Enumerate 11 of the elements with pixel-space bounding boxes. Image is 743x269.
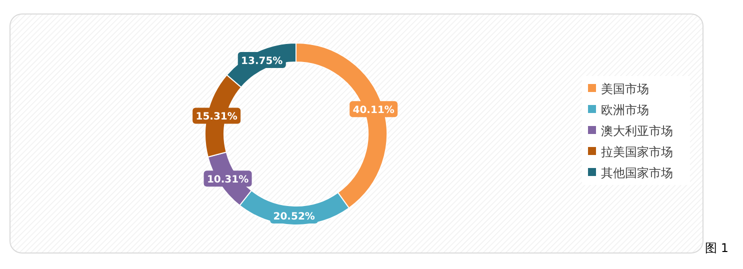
data-label: 20.52%: [273, 211, 315, 222]
legend-label: 澳大利亚市场: [601, 124, 673, 138]
data-label: 40.11%: [352, 105, 394, 116]
data-label: 15.31%: [196, 112, 238, 123]
legend-label: 欧洲市场: [601, 103, 649, 117]
data-label: 13.75%: [241, 56, 283, 67]
caption: 图 1: [705, 241, 728, 255]
legend-label: 美国市场: [601, 82, 649, 96]
legend-label: 拉美国家市场: [601, 145, 673, 159]
legend-label: 其他国家市场: [601, 166, 673, 180]
data-label: 10.31%: [206, 174, 249, 186]
